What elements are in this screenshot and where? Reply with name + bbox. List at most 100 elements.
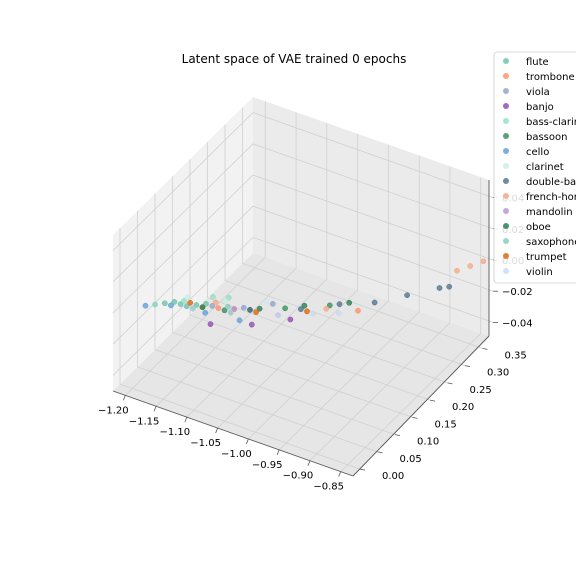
scatter-point-viola <box>269 301 276 307</box>
scatter-point-oboe <box>256 305 263 312</box>
scatter-point-trumpet <box>187 299 194 306</box>
legend-marker-flute <box>503 58 509 64</box>
legend-label-viola: viola <box>526 87 550 98</box>
x-axis-line <box>112 390 354 477</box>
scatter-point-bass-clarinet <box>181 297 187 304</box>
chart-title: Latent space of VAE trained 0 epochs <box>182 52 407 66</box>
y-tick <box>359 468 366 471</box>
scatter-point-clarinet <box>184 294 191 301</box>
y-gridline <box>242 107 483 349</box>
y-tick-label: 0.05 <box>400 454 422 465</box>
legend-marker-bass-clarinet <box>503 118 509 124</box>
scatter-point-viola <box>209 303 216 309</box>
scatter-point-cello <box>142 302 149 309</box>
scatter-point-violin <box>190 305 196 312</box>
y-tick <box>482 347 488 350</box>
x-tick-label: −1.20 <box>98 405 129 416</box>
legend-marker-cello <box>503 148 509 154</box>
z-tick-label: −0.04 <box>502 318 533 329</box>
x-tick-label: −0.95 <box>252 460 283 471</box>
y-gridline <box>189 159 431 401</box>
scatter-point-flute <box>193 302 200 308</box>
legend-marker-french-horn <box>503 193 509 199</box>
scatter-point-bassoon <box>221 307 228 314</box>
y-tick <box>429 399 436 402</box>
x-gridline <box>125 101 266 396</box>
scatter-point-banjo <box>287 316 294 323</box>
legend-marker-trumpet <box>503 253 509 259</box>
scatter-point-banjo <box>248 321 255 328</box>
scatter-point-oboe <box>301 302 308 309</box>
scatter-point-french-horn <box>454 267 460 274</box>
scatter-point-clarinet <box>263 298 270 305</box>
legend-label-trombone: trombone <box>526 72 575 83</box>
y-tick-label: 0.00 <box>382 471 404 482</box>
scatter-point-cello <box>236 317 243 324</box>
legend-marker-saxophone <box>503 238 509 244</box>
z-gridline <box>112 205 494 345</box>
y-gridline <box>207 141 448 384</box>
scatter-point-violin <box>310 310 317 317</box>
scatter-point-saxophone <box>152 301 158 308</box>
scatter-point-bass-clarinet <box>225 294 232 301</box>
scatter-point-double-bass <box>371 299 378 306</box>
scatter-point-flute <box>161 300 168 307</box>
y-gridline <box>172 176 413 418</box>
scatter-point-french-horn <box>467 263 474 269</box>
legend-marker-double-bass <box>503 178 509 184</box>
axis-panes <box>113 97 489 476</box>
x-gridline <box>217 134 359 429</box>
scatter-point-cello <box>202 309 209 316</box>
y-gridline <box>119 228 361 470</box>
x-tick <box>246 438 249 445</box>
legend-marker-viola <box>503 88 509 94</box>
y-tick-label: 0.15 <box>435 419 457 430</box>
z-tick-label: −0.02 <box>502 287 533 298</box>
x-tick <box>122 395 126 401</box>
legend-marker-violin <box>503 268 509 274</box>
scatter-point-bassoon <box>326 302 333 309</box>
x-tick-label: −0.85 <box>313 482 344 493</box>
scatter-point-violin <box>227 309 234 316</box>
axis-grid <box>112 101 494 472</box>
y-axis-line <box>352 335 490 477</box>
legend-label-clarinet: clarinet <box>526 162 564 173</box>
x-tick <box>276 449 280 455</box>
x-tick-label: −1.15 <box>129 416 160 427</box>
legend-label-french-horn: french-horn <box>526 192 576 203</box>
scatter-point-flute <box>171 299 178 305</box>
x-gridline <box>186 123 328 418</box>
x-tick <box>184 417 188 423</box>
legend-label-mandolin: mandolin <box>526 207 573 218</box>
legend-label-violin: violin <box>526 267 553 278</box>
scatter-point-violin <box>335 310 342 317</box>
y-tick <box>447 382 453 385</box>
scatter-point-flute <box>203 300 209 307</box>
scatter-point-trumpet <box>304 308 310 315</box>
legend-label-bassoon: bassoon <box>526 132 567 143</box>
scatter-point-saxophone <box>183 303 190 310</box>
legend: flute trombone viola banjo bass-clarinet bass… <box>493 51 576 284</box>
scatter-point-clarinet <box>222 298 229 305</box>
x-tick-label: −1.00 <box>221 449 252 460</box>
x-gridline <box>340 177 482 472</box>
scatter-point-double-bass <box>298 306 304 313</box>
scatter-point-french-horn <box>323 305 330 312</box>
legend-label-oboe: oboe <box>526 222 551 233</box>
scatter-point-double-bass <box>404 292 410 299</box>
x-tick-label: −1.05 <box>190 438 221 449</box>
z-gridline <box>112 236 494 376</box>
legend-marker-oboe <box>503 223 509 229</box>
scatter-point-mandolin <box>231 306 238 312</box>
legend-label-bass-clarinet: bass-clarinet <box>526 117 576 128</box>
y-tick-label: 0.25 <box>470 385 492 396</box>
legend-label-saxophone: saxophone <box>526 237 576 248</box>
floor-pane <box>113 253 489 476</box>
y-tick <box>412 416 418 419</box>
x-gridline <box>248 144 389 440</box>
scatter-point-bassoon <box>282 305 288 312</box>
y-tick <box>464 365 471 367</box>
legend-marker-banjo <box>503 103 509 109</box>
